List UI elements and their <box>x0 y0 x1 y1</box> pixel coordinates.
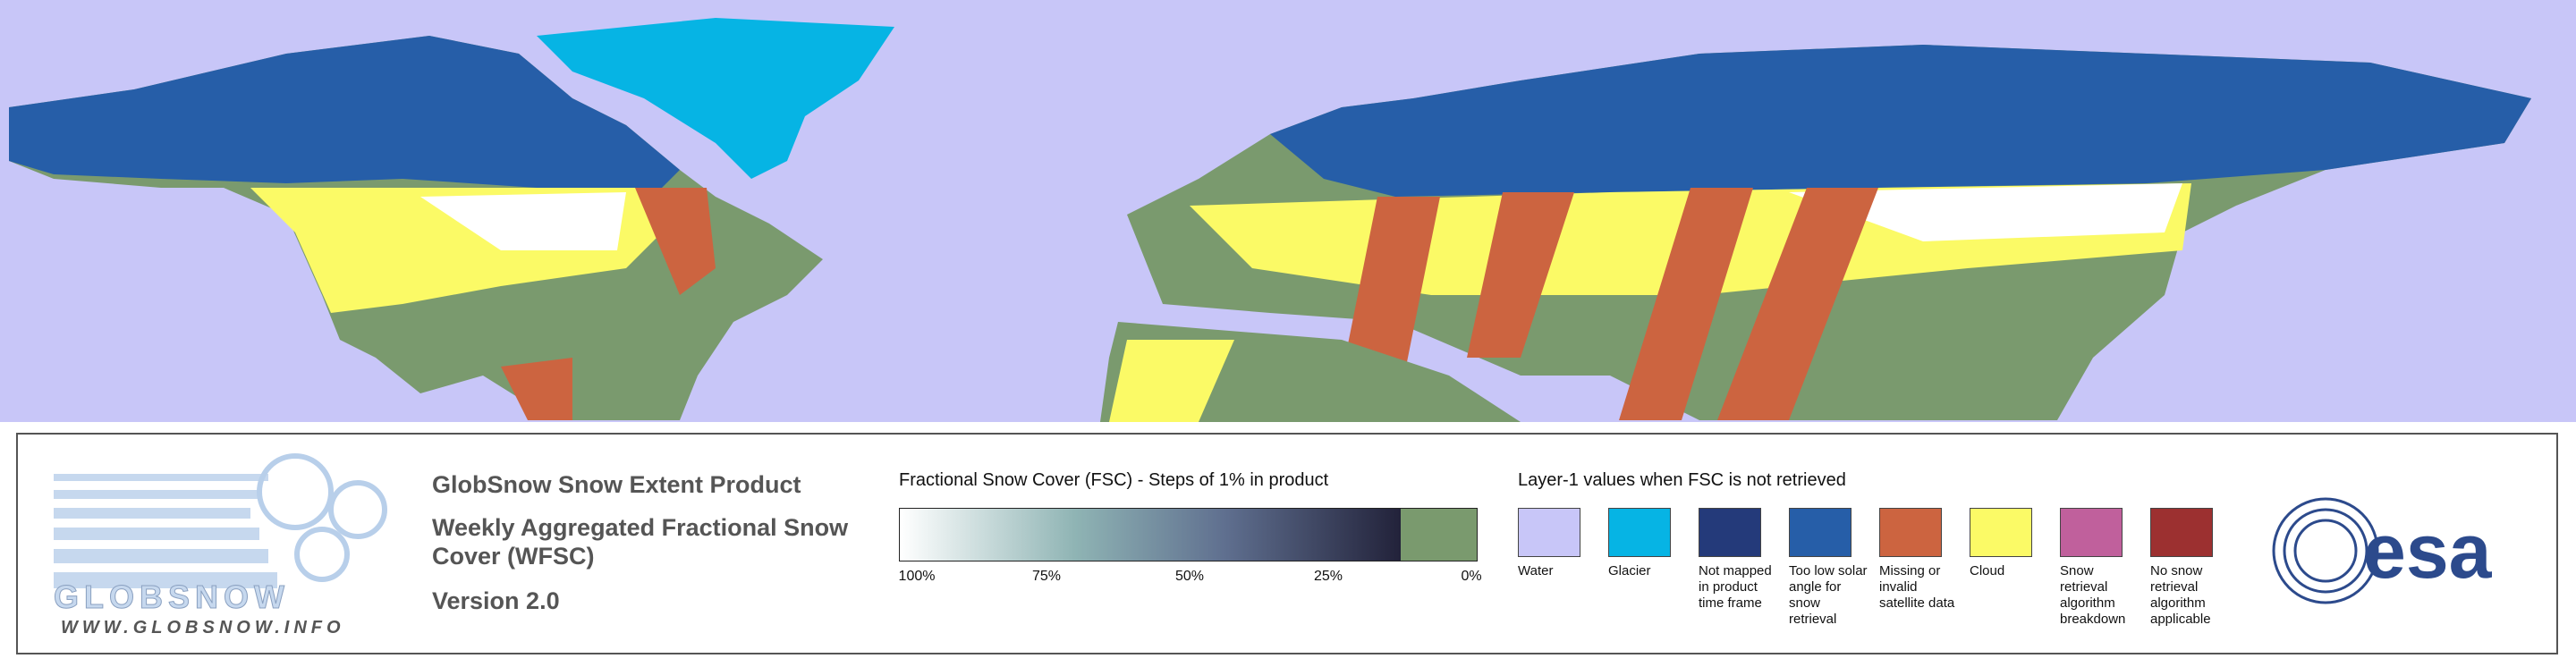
legend-label: Snow retrieval algorithm breakdown <box>2060 563 2126 627</box>
north-america-north <box>9 36 680 188</box>
esa-swirl <box>2272 497 2379 604</box>
eurasia-snow <box>1789 183 2182 241</box>
fsc-tick-label: 100% <box>898 569 936 584</box>
fsc-zero <box>1401 509 1477 561</box>
fsc-tick-label: 0% <box>1461 569 1482 584</box>
na-missing <box>635 188 716 295</box>
legend-label: Missing or invalid satellite data <box>1879 563 1955 611</box>
legend-swatch <box>1518 508 1580 557</box>
layer-legend: Water Glacier Not mapped in product time f… <box>1518 435 2323 649</box>
layer-title: Layer-1 values when FSC is not retrieved <box>1518 470 1846 490</box>
globsnow-logo: GLOBSNOW WWW.GLOBSNOW.INFO <box>54 453 387 635</box>
product-version: Version 2.0 <box>432 587 560 614</box>
africa-cloud <box>1109 340 1234 422</box>
legend-label: No snow retrieval algorithm applicable <box>2150 563 2211 627</box>
fsc-colorbar <box>899 508 1478 561</box>
legend-label: Too low solar angle for snow retrieval <box>1789 563 1868 627</box>
legend-swatch <box>2060 508 2123 557</box>
legend-swatch <box>2150 508 2213 557</box>
product-title: GlobSnow Snow Extent Product <box>432 471 801 498</box>
product-subtitle: Weekly Aggregated Fractional Snow Cover … <box>432 514 849 570</box>
fsc-tick-label: 25% <box>1313 569 1343 584</box>
eurasia-north <box>1270 45 2531 197</box>
legend-label: Not mapped in product time frame <box>1699 563 1772 611</box>
logo-stripes <box>54 474 277 588</box>
legend-swatch <box>1970 508 2032 557</box>
na-missing-south <box>501 358 572 420</box>
legend-swatch <box>1879 508 1942 557</box>
na-snow <box>420 192 626 250</box>
fsc-tick-label: 75% <box>1031 569 1062 584</box>
legend-swatch <box>1699 508 1761 557</box>
legend-swatch <box>1789 508 1852 557</box>
legend-label: Water <box>1518 563 1554 578</box>
esa-text: esa <box>2363 509 2493 595</box>
legend-label: Cloud <box>1970 563 2005 578</box>
map <box>0 0 2576 422</box>
logo-text: GLOBSNOW <box>54 578 290 615</box>
fsc-tick-label: 50% <box>1174 569 1205 584</box>
legend-swatch <box>1608 508 1671 557</box>
fsc-title: Fractional Snow Cover (FSC) - Steps of 1… <box>899 470 1329 490</box>
legend-panel: GLOBSNOW WWW.GLOBSNOW.INFO GlobSnow Snow… <box>16 433 2558 654</box>
esa-logo: esa <box>2272 497 2493 604</box>
logo-url: WWW.GLOBSNOW.INFO <box>61 618 345 635</box>
fsc-gradient <box>900 509 1401 561</box>
legend-label: Glacier <box>1608 563 1651 578</box>
eurasia-missing <box>1333 188 1878 420</box>
logo-flakes <box>257 453 387 582</box>
greenland <box>537 18 894 179</box>
